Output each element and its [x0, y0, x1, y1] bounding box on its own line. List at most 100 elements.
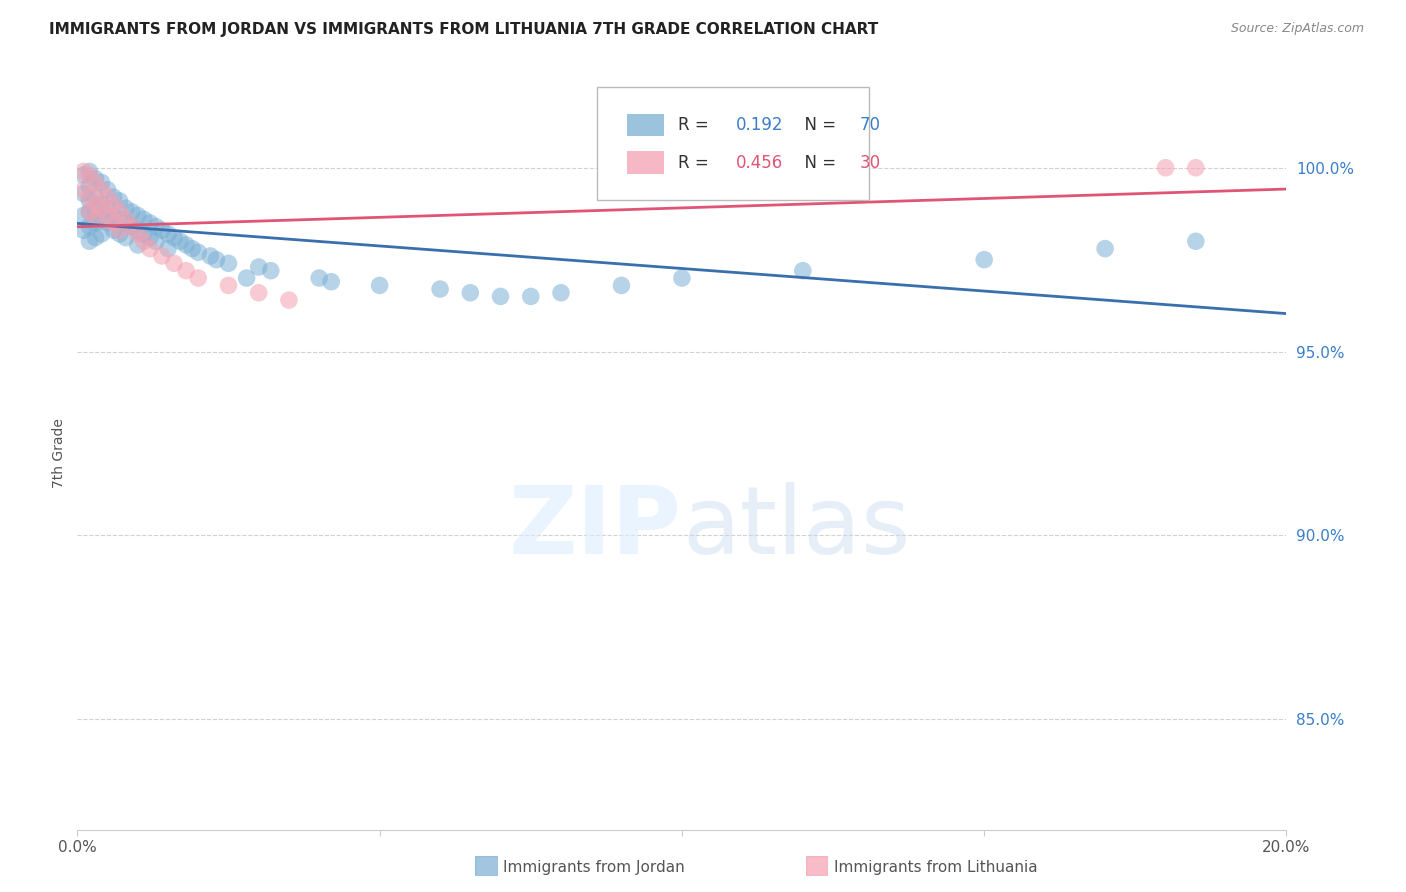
Point [84, 205, 107, 219]
Point [108, 194, 131, 208]
Point [96, 216, 118, 230]
FancyBboxPatch shape [627, 151, 664, 174]
Point [84, 190, 107, 204]
Point [127, 223, 149, 237]
Point [72, 168, 94, 182]
Point [84, 176, 107, 190]
Point [79, 190, 101, 204]
Point [90, 212, 112, 227]
Point [72, 183, 94, 197]
Text: R =: R = [678, 116, 714, 134]
Point [260, 263, 283, 277]
Point [72, 186, 94, 201]
Point [368, 278, 391, 293]
Point [550, 285, 572, 300]
FancyBboxPatch shape [627, 113, 664, 136]
Point [187, 245, 209, 260]
Point [1094, 242, 1116, 256]
Point [79, 179, 101, 194]
Point [200, 249, 222, 263]
Text: 70: 70 [859, 116, 880, 134]
Point [103, 209, 125, 223]
Point [79, 168, 101, 182]
Point [90, 183, 112, 197]
Point [174, 238, 197, 252]
Point [90, 227, 112, 241]
Point [121, 219, 143, 234]
Point [72, 164, 94, 178]
Point [429, 282, 451, 296]
Point [108, 223, 131, 237]
Point [157, 242, 180, 256]
Point [114, 201, 136, 215]
Point [169, 234, 191, 248]
Point [1184, 161, 1206, 175]
Point [96, 209, 118, 223]
Point [79, 194, 101, 208]
Point [181, 242, 204, 256]
Point [121, 205, 143, 219]
Point [145, 234, 167, 248]
Text: atlas: atlas [682, 482, 910, 574]
Y-axis label: 7th Grade: 7th Grade [52, 417, 66, 488]
Text: Source: ZipAtlas.com: Source: ZipAtlas.com [1230, 22, 1364, 36]
Text: Immigrants from Jordan: Immigrants from Jordan [503, 861, 685, 875]
Text: 0.456: 0.456 [737, 153, 783, 171]
Point [278, 293, 301, 307]
Point [90, 176, 112, 190]
Point [79, 205, 101, 219]
Point [150, 223, 173, 237]
Point [489, 289, 512, 303]
FancyBboxPatch shape [598, 87, 869, 200]
Text: ZIP: ZIP [509, 482, 682, 574]
Point [247, 285, 270, 300]
Point [174, 263, 197, 277]
Point [235, 271, 257, 285]
Point [308, 271, 330, 285]
Point [163, 256, 186, 270]
Point [114, 212, 136, 227]
Text: IMMIGRANTS FROM JORDAN VS IMMIGRANTS FROM LITHUANIA 7TH GRADE CORRELATION CHART: IMMIGRANTS FROM JORDAN VS IMMIGRANTS FRO… [49, 22, 879, 37]
Point [72, 223, 94, 237]
Point [79, 205, 101, 219]
Point [127, 238, 149, 252]
Point [103, 223, 125, 237]
Point [1184, 234, 1206, 248]
Point [218, 278, 240, 293]
Point [132, 234, 155, 248]
Point [79, 234, 101, 248]
Point [145, 219, 167, 234]
Point [96, 190, 118, 204]
Point [108, 212, 131, 227]
Point [96, 201, 118, 215]
Point [121, 219, 143, 234]
Point [139, 242, 162, 256]
Point [205, 252, 228, 267]
Point [792, 263, 814, 277]
Point [96, 183, 118, 197]
Point [139, 216, 162, 230]
Point [127, 227, 149, 241]
Point [103, 216, 125, 230]
Point [671, 271, 693, 285]
Point [108, 205, 131, 219]
Text: 30: 30 [859, 153, 880, 171]
Point [72, 209, 94, 223]
Point [247, 260, 270, 274]
Point [520, 289, 543, 303]
Point [79, 164, 101, 178]
Point [973, 252, 995, 267]
Text: 0.192: 0.192 [737, 116, 783, 134]
Point [108, 227, 131, 241]
Point [84, 216, 107, 230]
Point [132, 227, 155, 241]
Point [187, 271, 209, 285]
Point [127, 209, 149, 223]
Point [114, 230, 136, 244]
Point [90, 197, 112, 211]
Point [157, 227, 180, 241]
Point [610, 278, 633, 293]
Point [79, 219, 101, 234]
Point [132, 212, 155, 227]
Point [163, 230, 186, 244]
